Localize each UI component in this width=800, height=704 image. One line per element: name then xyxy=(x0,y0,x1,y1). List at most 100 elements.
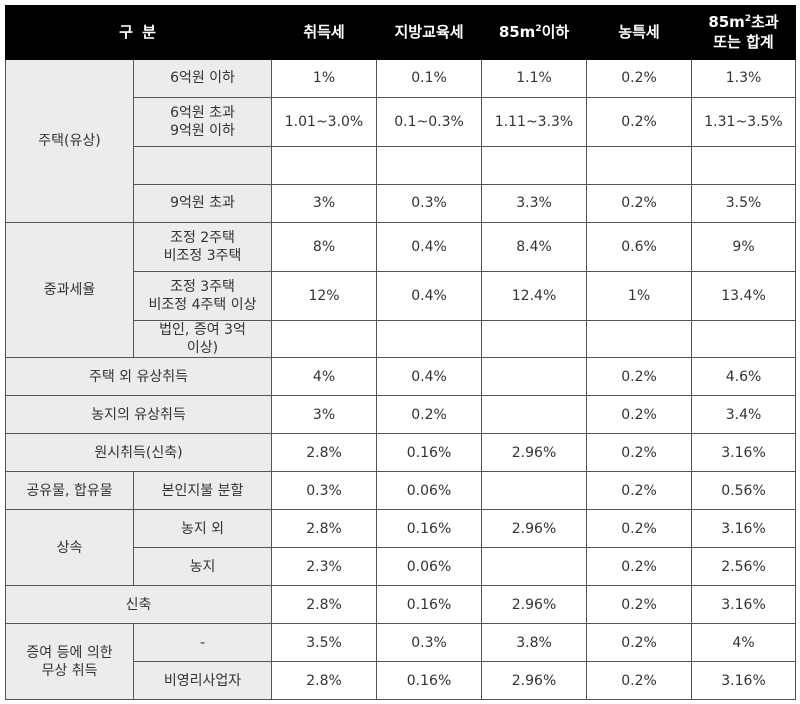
cell-acquisition-tax: 2.8% xyxy=(271,433,378,473)
cell-rural-special-tax: 0.2% xyxy=(586,59,693,98)
cell-local-education-tax: 0.06% xyxy=(376,547,483,587)
group-gift-acquisition: 증여 등에 의한 무상 취득 xyxy=(5,623,134,701)
table-row: 신축 2.8% 0.16% 2.96% 0.2% 3.16% xyxy=(4,585,797,625)
cell-over-85-or-total: 13.4% xyxy=(691,271,797,321)
group-heavy-tax-rate: 중과세율 xyxy=(5,221,134,359)
tax-rate-table: 구 분 취득세 지방교육세 85m2이하 농특세 85m2초과 또는 합계 주택… xyxy=(4,5,797,701)
cell-acquisition-tax xyxy=(271,146,378,185)
cell-rural-special-tax xyxy=(586,319,693,359)
cell-local-education-tax: 0.16% xyxy=(376,509,483,549)
table-row: 주택 외 유상취득 4% 0.4% 0.2% 4.6% xyxy=(4,357,797,397)
header-over-85-or-total: 85m2초과 또는 합계 xyxy=(691,5,797,60)
table-row: 6억원 초과 9억원 이하 1.01~3.0% 0.1~0.3% 1.11~3.… xyxy=(6,97,797,147)
table-row: 법인, 증여 3억 이상) xyxy=(6,319,797,359)
table-row: 상속 농지 외 2.8% 0.16% 2.96% 0.2% 3.16% xyxy=(5,509,797,587)
cell-local-education-tax: 0.3% xyxy=(376,623,483,663)
cell-over-85-or-total: 2.56% xyxy=(691,547,797,587)
table-row xyxy=(6,146,797,185)
row-label: 6억원 초과 9억원 이하 xyxy=(132,97,273,147)
cell-acquisition-tax: 1.01~3.0% xyxy=(271,97,378,147)
cell-local-education-tax: 0.1% xyxy=(376,59,483,98)
table-row: 원시취득(신축) 2.8% 0.16% 2.96% 0.2% 3.16% xyxy=(4,433,797,473)
cell-rural-special-tax xyxy=(586,146,693,185)
group-joint-property: 공유물, 합유물 xyxy=(5,471,134,511)
cell-rural-special-tax: 0.2% xyxy=(586,471,693,511)
cell-over-85-or-total: 9% xyxy=(691,222,797,272)
header-category: 구 분 xyxy=(4,5,273,60)
cell-acquisition-tax: 0.3% xyxy=(271,471,378,511)
cell-acquisition-tax: 12% xyxy=(271,271,378,321)
row-label: 농지 외 xyxy=(132,509,273,549)
cell-over-85-or-total: 3.16% xyxy=(691,433,797,473)
cell-over-85-or-total xyxy=(691,319,797,359)
cell-rural-special-tax: 0.6% xyxy=(586,222,693,272)
cell-85-or-less: 2.96% xyxy=(481,585,588,625)
cell-rural-special-tax: 0.2% xyxy=(586,585,693,625)
cell-acquisition-tax: 2.8% xyxy=(271,661,378,701)
header-row: 구 분 취득세 지방교육세 85m2이하 농특세 85m2초과 또는 합계 xyxy=(4,5,797,60)
cell-85-or-less: 1.1% xyxy=(481,59,588,98)
cell-85-or-less xyxy=(481,357,588,397)
cell-85-or-less: 2.96% xyxy=(481,661,588,701)
header-85-or-less: 85m2이하 xyxy=(481,5,588,60)
row-label: 6억원 이하 xyxy=(132,59,273,98)
row-label: 9억원 초과 xyxy=(132,184,273,223)
cell-85-or-less: 2.96% xyxy=(481,509,588,549)
cell-85-or-less: 1.11~3.3% xyxy=(481,97,588,147)
row-label: 원시취득(신축) xyxy=(4,433,273,473)
group-housing: 주택(유상) xyxy=(5,59,134,223)
cell-85-or-less: 3.3% xyxy=(481,184,588,223)
cell-local-education-tax: 0.4% xyxy=(376,357,483,397)
cell-over-85-or-total: 1.31~3.5% xyxy=(691,97,797,147)
cell-rural-special-tax: 0.2% xyxy=(586,547,693,587)
cell-local-education-tax: 0.16% xyxy=(376,585,483,625)
cell-85-or-less: 12.4% xyxy=(481,271,588,321)
cell-acquisition-tax: 3.5% xyxy=(271,623,378,663)
cell-rural-special-tax: 0.2% xyxy=(586,97,693,147)
cell-over-85-or-total: 3.4% xyxy=(691,395,797,435)
cell-acquisition-tax xyxy=(271,319,378,359)
cell-acquisition-tax: 2.8% xyxy=(271,585,378,625)
cell-local-education-tax: 0.3% xyxy=(376,184,483,223)
cell-over-85-or-total: 4.6% xyxy=(691,357,797,397)
cell-over-85-or-total: 4% xyxy=(691,623,797,663)
cell-local-education-tax xyxy=(376,146,483,185)
row-label: 주택 외 유상취득 xyxy=(4,357,273,397)
cell-85-or-less xyxy=(481,395,588,435)
cell-85-or-less: 2.96% xyxy=(481,433,588,473)
cell-rural-special-tax: 0.2% xyxy=(586,433,693,473)
row-label: 신축 xyxy=(4,585,273,625)
cell-85-or-less xyxy=(481,547,588,587)
table-row: 농지 2.3% 0.06% 0.2% 2.56% xyxy=(6,547,797,587)
row-label: 농지 xyxy=(132,547,273,587)
cell-local-education-tax: 0.4% xyxy=(376,222,483,272)
row-label: 조정 3주택 비조정 4주택 이상 xyxy=(132,271,273,321)
table-row: 9억원 초과 3% 0.3% 3.3% 0.2% 3.5% xyxy=(6,184,797,223)
header-local-education-tax: 지방교육세 xyxy=(376,5,483,60)
table-row: 주택(유상) 6억원 이하 1% 0.1% 1.1% 0.2% 1.3% xyxy=(5,59,797,223)
cell-over-85-or-total: 0.56% xyxy=(691,471,797,511)
row-label: - xyxy=(132,623,273,663)
cell-over-85-or-total: 3.16% xyxy=(691,509,797,549)
cell-85-or-less: 3.8% xyxy=(481,623,588,663)
cell-rural-special-tax: 1% xyxy=(586,271,693,321)
cell-local-education-tax: 0.16% xyxy=(376,661,483,701)
cell-85-or-less xyxy=(481,146,588,185)
cell-local-education-tax: 0.06% xyxy=(376,471,483,511)
row-label: 조정 2주택 비조정 3주택 xyxy=(132,222,273,272)
row-label xyxy=(132,146,273,185)
cell-85-or-less xyxy=(481,319,588,359)
cell-local-education-tax: 0.2% xyxy=(376,395,483,435)
cell-85-or-less: 8.4% xyxy=(481,222,588,272)
cell-over-85-or-total: 3.16% xyxy=(691,585,797,625)
cell-rural-special-tax: 0.2% xyxy=(586,395,693,435)
cell-rural-special-tax: 0.2% xyxy=(586,509,693,549)
cell-acquisition-tax: 8% xyxy=(271,222,378,272)
row-label: 본인지불 분할 xyxy=(132,471,273,511)
row-label: 농지의 유상취득 xyxy=(4,395,273,435)
cell-over-85-or-total xyxy=(691,146,797,185)
cell-acquisition-tax: 2.8% xyxy=(271,509,378,549)
table-row: 증여 등에 의한 무상 취득 - 3.5% 0.3% 3.8% 0.2% 4% xyxy=(5,623,797,701)
cell-rural-special-tax: 0.2% xyxy=(586,357,693,397)
table-row: 비영리사업자 2.8% 0.16% 2.96% 0.2% 3.16% xyxy=(6,661,797,701)
